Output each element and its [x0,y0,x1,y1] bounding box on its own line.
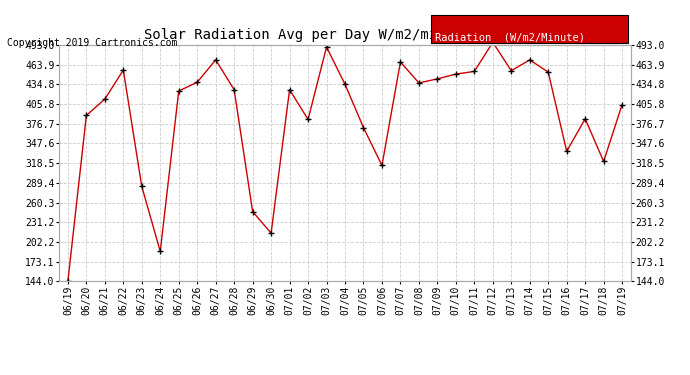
Text: Radiation  (W/m2/Minute): Radiation (W/m2/Minute) [435,33,584,42]
Title: Solar Radiation Avg per Day W/m2/minute 20190719: Solar Radiation Avg per Day W/m2/minute … [144,28,546,42]
Text: Copyright 2019 Cartronics.com: Copyright 2019 Cartronics.com [7,38,177,48]
